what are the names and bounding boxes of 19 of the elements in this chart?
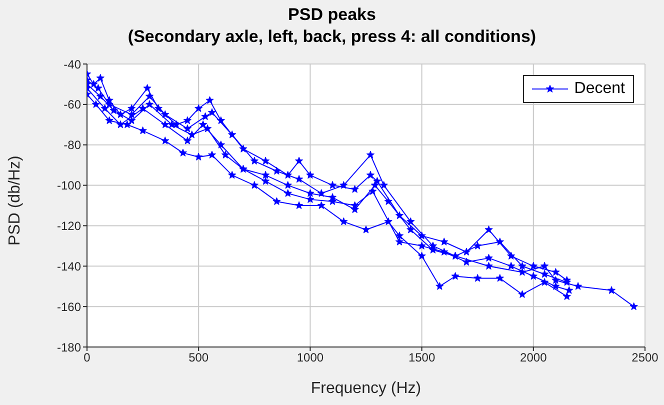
chart-title: PSD peaks bbox=[287, 4, 377, 26]
y-tick-label: -180 bbox=[56, 340, 82, 354]
y-tick-label: -80 bbox=[64, 138, 82, 152]
y-tick-label: -160 bbox=[56, 300, 82, 314]
y-tick-label: -140 bbox=[56, 259, 82, 274]
y-tick-label: -100 bbox=[56, 178, 82, 193]
x-tick-label: 500 bbox=[188, 350, 209, 365]
x-tick-label: 1500 bbox=[408, 350, 436, 365]
x-tick-label: 0 bbox=[84, 350, 91, 365]
x-tick-label: 2500 bbox=[632, 350, 659, 365]
y-tick-label: -120 bbox=[56, 218, 82, 233]
legend-label: Decent bbox=[574, 80, 625, 98]
y-tick-label: -40 bbox=[64, 57, 82, 72]
x-axis-title: Frequency (Hz) bbox=[310, 380, 422, 397]
x-tick-label: 2000 bbox=[520, 350, 548, 365]
y-axis-title: PSD (db/Hz) bbox=[6, 156, 24, 246]
chart-subtitle: (Secondary axle, left, back, press 4: all conditions) bbox=[126, 26, 538, 48]
x-tick-label: 1000 bbox=[296, 350, 324, 365]
y-tick-label: -60 bbox=[64, 98, 82, 112]
